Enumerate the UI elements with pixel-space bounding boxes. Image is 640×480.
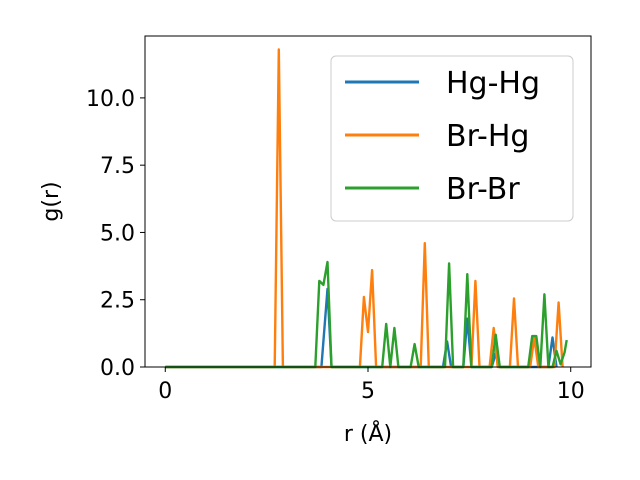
y-tick-label: 2.5 bbox=[100, 289, 135, 314]
legend-label: Hg-Hg bbox=[446, 66, 540, 101]
x-tick-label: 5 bbox=[361, 379, 375, 404]
y-tick-label: 7.5 bbox=[100, 154, 135, 179]
series-line-2 bbox=[165, 48, 564, 369]
y-tick-label: 5.0 bbox=[100, 221, 135, 246]
x-axis-label: r (Å) bbox=[344, 420, 392, 447]
x-axis: 0 5 10 bbox=[158, 367, 585, 404]
legend-box bbox=[330, 55, 574, 222]
legend-label: Br-Br bbox=[446, 172, 520, 207]
y-axis: 0.0 2.5 5.0 7.5 10.0 bbox=[86, 87, 145, 381]
x-tick-label: 0 bbox=[158, 379, 172, 404]
y-tick-label: 0.0 bbox=[100, 356, 135, 381]
y-tick-label: 10.0 bbox=[86, 87, 135, 112]
x-tick-label: 10 bbox=[557, 379, 585, 404]
legend: Hg-Hg Br-Hg Br-Br bbox=[330, 55, 574, 222]
legend-label: Br-Hg bbox=[446, 119, 529, 154]
y-axis-label: g(r) bbox=[39, 181, 64, 221]
